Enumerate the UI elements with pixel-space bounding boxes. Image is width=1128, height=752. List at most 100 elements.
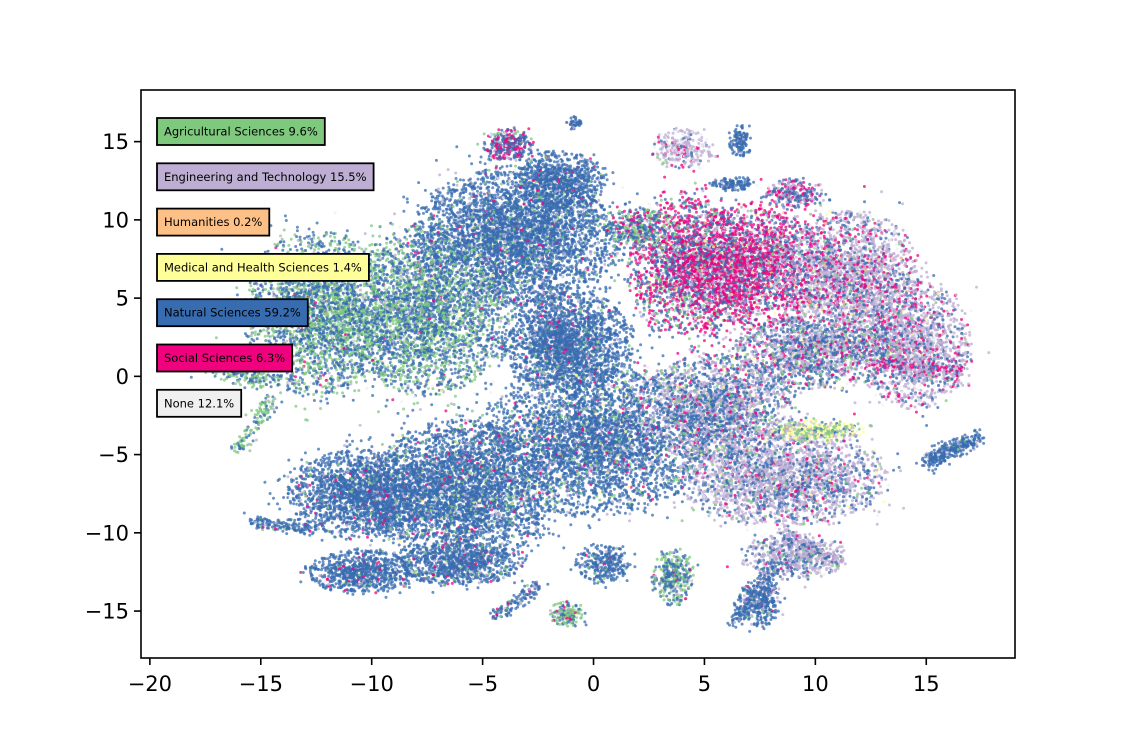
scatter-point — [608, 242, 611, 245]
scatter-point — [592, 290, 595, 293]
scatter-point — [406, 197, 409, 200]
scatter-point — [484, 169, 487, 172]
scatter-point — [486, 232, 489, 235]
scatter-point — [386, 399, 389, 402]
scatter-point — [475, 194, 478, 197]
scatter-point — [492, 274, 495, 277]
scatter-point — [428, 252, 431, 255]
scatter-point — [493, 247, 496, 250]
scatter-point — [579, 237, 582, 240]
scatter-point — [612, 182, 615, 185]
scatter-point — [579, 259, 582, 262]
scatter-point — [508, 202, 511, 205]
scatter-point — [513, 223, 516, 226]
scatter-point — [531, 207, 534, 210]
scatter-point — [439, 244, 442, 247]
scatter-point — [579, 242, 582, 245]
scatter-point — [503, 300, 506, 303]
scatter-point — [476, 225, 479, 228]
scatter-point — [479, 199, 482, 202]
scatter-point — [500, 260, 503, 263]
scatter-point — [555, 270, 558, 273]
scatter-point — [575, 243, 578, 246]
scatter-point — [457, 238, 460, 241]
scatter-point — [550, 239, 553, 242]
scatter-point — [478, 243, 481, 246]
scatter-point — [463, 238, 466, 241]
scatter-point — [628, 201, 631, 204]
scatter-point — [559, 264, 562, 267]
scatter-point — [542, 237, 545, 240]
scatter-point — [555, 233, 558, 236]
scatter-point — [610, 276, 613, 279]
scatter-point — [569, 225, 572, 228]
scatter-point — [517, 275, 520, 278]
scatter-point — [463, 244, 466, 247]
scatter-point — [549, 235, 552, 238]
scatter-point — [425, 206, 428, 209]
scatter-point — [607, 257, 610, 260]
scatter-point — [589, 236, 592, 239]
scatter-point — [595, 274, 598, 277]
scatter-point — [549, 266, 552, 269]
scatter-point — [497, 247, 500, 250]
scatter-point — [550, 286, 553, 289]
scatter-point — [501, 265, 504, 268]
scatter-point — [492, 211, 495, 214]
scatter-point — [478, 171, 481, 174]
scatter-point — [469, 178, 472, 181]
scatter-point — [481, 236, 484, 239]
scatter-point — [422, 212, 425, 215]
scatter-point — [556, 291, 559, 294]
scatter-point — [487, 186, 490, 189]
scatter-point — [566, 246, 569, 249]
scatter-point — [530, 251, 533, 254]
scatter-point — [499, 167, 502, 170]
scatter-point — [550, 218, 553, 221]
scatter-point — [547, 218, 550, 221]
scatter-point — [497, 295, 500, 298]
scatter-point — [495, 313, 498, 316]
scatter-point — [483, 230, 486, 233]
scatter-point — [363, 250, 366, 253]
scatter-point — [547, 214, 550, 217]
scatter-point — [516, 255, 519, 258]
scatter-point — [465, 205, 468, 208]
scatter-point — [468, 247, 471, 250]
scatter-point — [573, 256, 576, 259]
scatter-point — [549, 228, 552, 231]
scatter-point — [594, 270, 597, 273]
scatter-point — [483, 193, 486, 196]
scatter-point — [495, 167, 498, 170]
scatter-point — [584, 268, 587, 271]
scatter-point — [591, 245, 594, 248]
scatter-point — [371, 234, 374, 237]
scatter-point — [537, 270, 540, 273]
scatter-point — [545, 208, 548, 211]
scatter-point — [455, 201, 458, 204]
scatter-point — [438, 173, 441, 176]
scatter-point — [443, 199, 446, 202]
scatter-point — [420, 220, 423, 223]
scatter-point — [527, 269, 530, 272]
scatter-point — [434, 233, 437, 236]
scatter-point — [582, 220, 585, 223]
scatter-point — [381, 257, 384, 260]
scatter-point — [557, 257, 560, 260]
scatter-point — [543, 297, 546, 300]
scatter-point — [509, 284, 512, 287]
scatter-point — [551, 222, 554, 225]
scatter-point — [566, 273, 569, 276]
scatter-point — [546, 258, 549, 261]
scatter-point — [530, 220, 533, 223]
scatter-point — [493, 179, 496, 182]
scatter-point — [512, 302, 515, 305]
scatter-point — [494, 182, 497, 185]
scatter-point — [501, 218, 504, 221]
scatter-point — [494, 268, 497, 271]
scatter-point — [507, 183, 510, 186]
scatter-point — [545, 211, 548, 214]
scatter-point — [540, 259, 543, 262]
scatter-point — [448, 242, 451, 245]
